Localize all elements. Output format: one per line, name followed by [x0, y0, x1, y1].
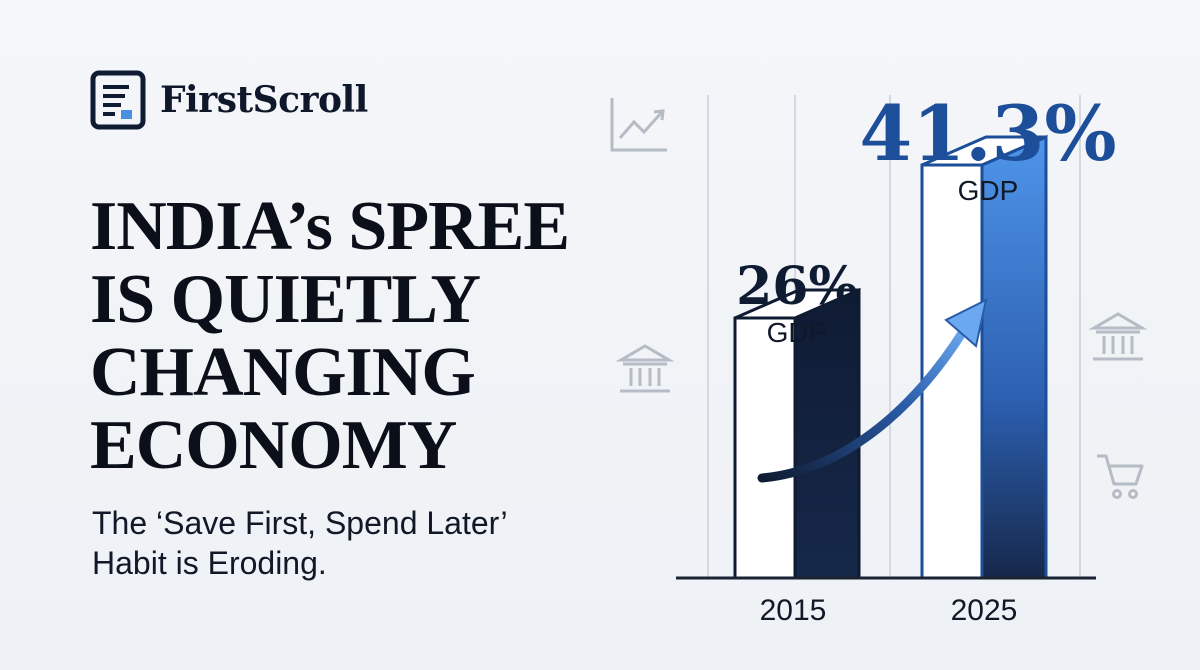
value-label: 26% [736, 256, 858, 317]
headline-line: INDIA’s SPREE [90, 188, 570, 265]
value-caption: GDP [958, 175, 1019, 206]
headline: INDIA’s SPREE IS QUIETLY CHANGING ECONOM… [90, 188, 570, 484]
bar-top-face [733, 288, 861, 320]
tick-label: 2015 [760, 594, 827, 627]
bar-top-face [920, 135, 1048, 167]
headline-line: ECONOMY [90, 407, 457, 484]
headline-line: IS QUIETLY [90, 261, 481, 338]
decor-icons [610, 98, 1148, 499]
document-icon [90, 70, 146, 130]
brand-name: FirstScroll [160, 79, 368, 121]
subtitle-line: The ‘Save First, Spend Later’ [92, 505, 508, 541]
trend-arrow [757, 325, 969, 483]
tick-label: 2025 [951, 594, 1018, 627]
line-chart-icon [610, 98, 667, 152]
shopping-cart-icon [1097, 454, 1144, 499]
bar-2015 [733, 287, 861, 580]
headline-line: CHANGING [90, 334, 476, 411]
value-label: 41.3% [859, 89, 1116, 178]
bars [733, 134, 1048, 580]
bar-front-face [733, 316, 797, 580]
brand: FirstScroll [90, 70, 368, 130]
tick-labels: 2015 2025 [760, 594, 1018, 627]
subtitle: The ‘Save First, Spend Later’ Habit is E… [92, 503, 508, 583]
gridlines [707, 95, 1081, 578]
bank-icon [615, 344, 675, 393]
bank-icon [1088, 312, 1148, 361]
value-caption: GDP [767, 317, 828, 348]
subtitle-line: Habit is Eroding. [92, 545, 327, 581]
trend-arrow-head [944, 298, 988, 348]
